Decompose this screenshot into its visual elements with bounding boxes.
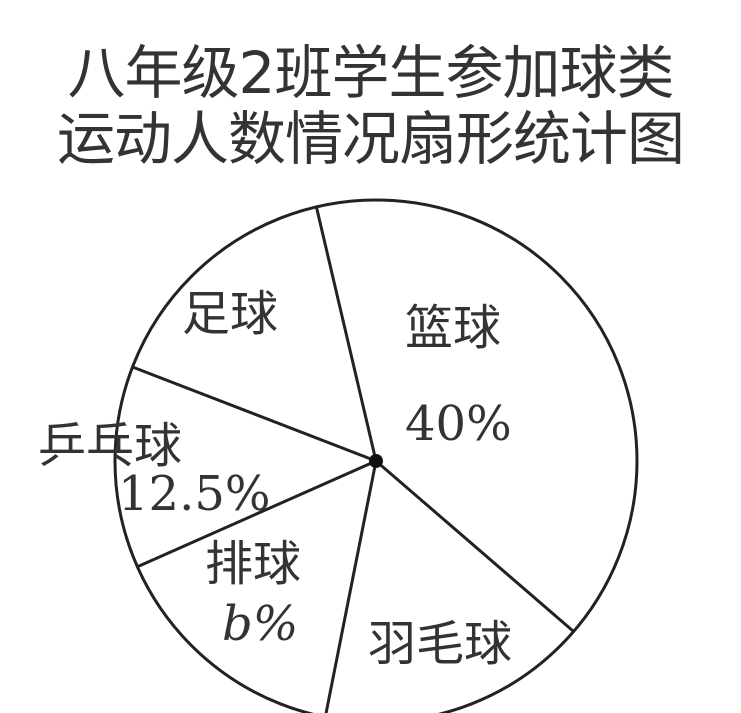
slice-label-badminton: 羽毛球 — [368, 616, 512, 672]
divider-pingpong-football — [131, 365, 377, 463]
pie-dividers — [131, 206, 575, 713]
slice-label-pingpong: 乒乓球 — [38, 418, 182, 474]
chart-title-line-1: 八年级2班学生参加球类 — [67, 39, 675, 107]
chart-title: 八年级2班学生参加球类 运动人数情况扇形统计图 — [0, 40, 741, 172]
slice-value-pingpong: 12.5% — [118, 466, 270, 522]
pie-center-dot — [369, 454, 383, 468]
divider-football-basketball — [314, 206, 378, 462]
slice-label-volleyball: 排球 — [205, 536, 301, 592]
pie-outline — [113, 198, 639, 713]
divider-badminton-volleyball — [324, 460, 378, 713]
slice-value-volleyball: b% — [222, 596, 298, 652]
slice-label-football: 足球 — [182, 286, 278, 342]
divider-volleyball-pingpong — [136, 459, 377, 569]
slice-label-basketball: 篮球 — [405, 300, 501, 356]
slice-value-basketball: 40% — [405, 396, 512, 452]
divider-basketball-badminton — [375, 459, 575, 633]
chart-title-line-2: 运动人数情况扇形统计图 — [56, 105, 685, 173]
